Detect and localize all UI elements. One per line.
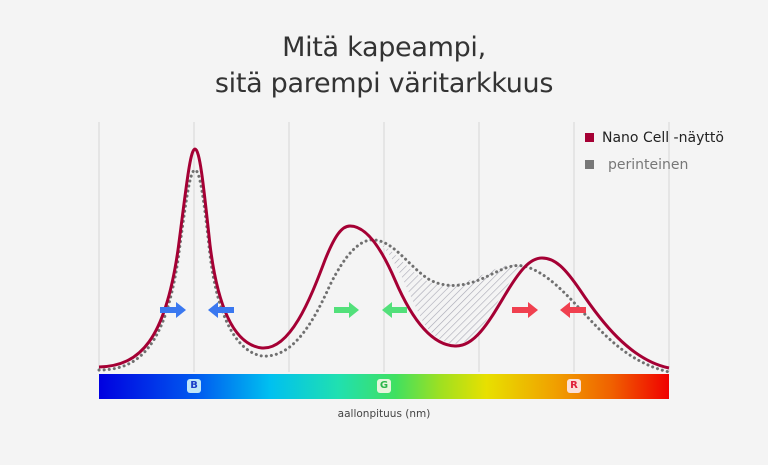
legend-swatch-solid [585, 133, 594, 142]
blue-arrows [160, 302, 234, 318]
title-line-2: sitä parempi väritarkkuus [214, 68, 554, 99]
gridlines [98, 122, 670, 372]
band-label-red: R [567, 379, 581, 393]
arrow-left-icon [382, 302, 407, 318]
legend-item-traditional: perinteinen [585, 151, 724, 178]
band-label-green: G [377, 379, 391, 393]
red-arrows [512, 302, 586, 318]
legend-label: Nano Cell -näyttö [602, 129, 724, 146]
x-axis-label: aallonpituus (nm) [337, 408, 431, 420]
legend-swatch-dotted [585, 160, 594, 169]
legend-label: perinteinen [608, 156, 689, 173]
legend-item-nano-cell: Nano Cell -näyttö [585, 124, 724, 151]
arrow-left-icon [208, 302, 234, 318]
arrow-right-icon [512, 302, 538, 318]
green-arrows [334, 302, 407, 318]
arrow-right-icon [334, 302, 359, 318]
title-line-1: Mitä kapeampi, [282, 32, 486, 63]
traditional-curve [97, 168, 671, 374]
arrow-right-icon [160, 302, 186, 318]
legend: Nano Cell -näyttö perinteinen [585, 124, 724, 178]
band-label-blue: B [187, 379, 201, 393]
hatched-difference-area [374, 240, 522, 344]
page-title: Mitä kapeampi, sitä parempi väritarkkuus [0, 30, 768, 102]
arrow-left-icon [560, 302, 586, 318]
nano-cell-curve [98, 147, 670, 370]
